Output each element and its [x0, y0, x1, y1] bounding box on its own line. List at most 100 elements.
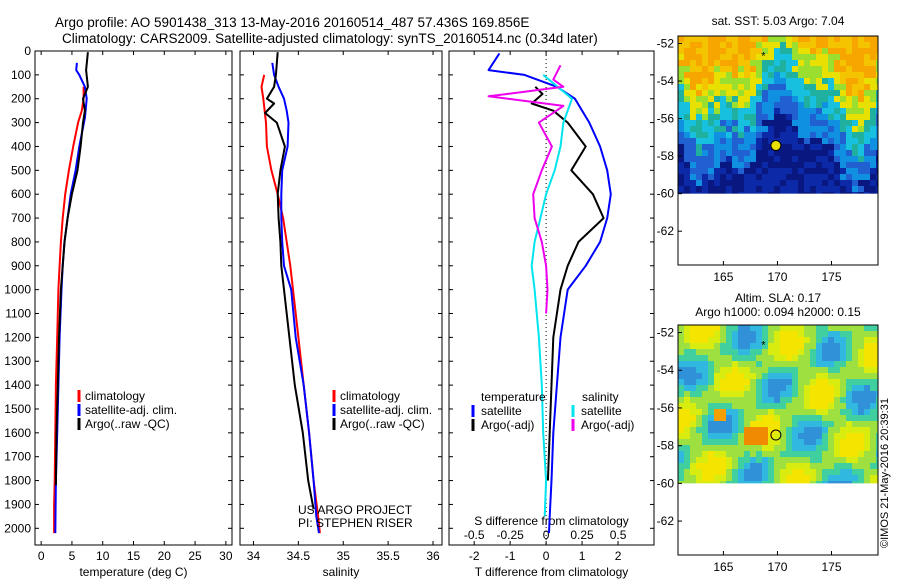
- sst-map-cell: [792, 96, 798, 102]
- sst-map-cell: [816, 102, 822, 108]
- sla-map-cell: [702, 337, 708, 343]
- sla-map-cell: [702, 397, 708, 403]
- sst-map-cell: [702, 72, 708, 78]
- sla-map-cell: [744, 355, 750, 361]
- sst-map-cell: [828, 84, 834, 90]
- sst-map-cell: [810, 48, 816, 54]
- sst-map-cell: [852, 90, 858, 96]
- sla-map-cell: [780, 415, 786, 421]
- sla-map-cell: [684, 403, 690, 409]
- sst-map-cell: [870, 174, 876, 180]
- sla-map-cell: [762, 451, 768, 457]
- sla-map-cell: [708, 385, 714, 391]
- sst-map-cell: [858, 66, 864, 72]
- sst-map-cell: [786, 162, 792, 168]
- sla-map-cell: [876, 373, 878, 379]
- sst-map-cell: [684, 66, 690, 72]
- sla-map-cell: [762, 403, 768, 409]
- sla-map-cell: [738, 427, 744, 433]
- sla-map-cell: [726, 463, 732, 469]
- sla-map-cell: [852, 481, 858, 484]
- sst-map-cell: [768, 54, 774, 60]
- sla-map-cell: [780, 343, 786, 349]
- sla-map-cell: [702, 469, 708, 475]
- sla-map-cell: [828, 475, 834, 481]
- sla-map-cell: [840, 337, 846, 343]
- sst-map-cell: [846, 42, 852, 48]
- sla-map-cell: [822, 421, 828, 427]
- sst-map-cell: [732, 156, 738, 162]
- sst-map-cell: [696, 192, 702, 194]
- sla-map-cell: [864, 367, 870, 373]
- sst-map-cell: [744, 120, 750, 126]
- sst-map-cell: [792, 84, 798, 90]
- sla-map-cell: [744, 367, 750, 373]
- salinity-xtick-label: 35: [337, 549, 351, 563]
- sst-map-cell: [822, 60, 828, 66]
- sla-map-ytick-label: -62: [657, 514, 675, 528]
- sst-map-cell: [744, 144, 750, 150]
- sst-map-cell: [690, 138, 696, 144]
- sla-map-cell: [870, 481, 876, 484]
- sst-map-cell: [696, 156, 702, 162]
- sla-map-cell: [822, 391, 828, 397]
- sst-map-cell: [804, 114, 810, 120]
- sst-map-cell: [816, 78, 822, 84]
- sst-map-cell: [738, 42, 744, 48]
- header-line-1: Argo profile: AO 5901438_313 13-May-2016…: [55, 15, 529, 30]
- sst-map-cell: [858, 42, 864, 48]
- sst-map-cell: [786, 60, 792, 66]
- sla-map-cell: [834, 451, 840, 457]
- sst-map-cell: [714, 132, 720, 138]
- sst-map-cell: [768, 168, 774, 174]
- sst-map-cell: [732, 78, 738, 84]
- sst-map-cell: [804, 36, 810, 42]
- sla-map-cell: [816, 475, 822, 481]
- sla-map-cell: [780, 331, 786, 337]
- sst-map-cell: [762, 72, 768, 78]
- sla-map-cell: [876, 475, 878, 481]
- sla-map-cell: [858, 409, 864, 415]
- sla-map-cell: [864, 469, 870, 475]
- sla-map-cell: [720, 451, 726, 457]
- sla-map-cell: [810, 421, 816, 427]
- sla-map-cell: [684, 367, 690, 373]
- sla-map-cell: [852, 427, 858, 433]
- sla-map-cell: [822, 451, 828, 457]
- sla-map-cell: [726, 469, 732, 475]
- sst-map-cell: [786, 126, 792, 132]
- sst-map-cell: [870, 192, 876, 194]
- sla-map-cell: [840, 403, 846, 409]
- sst-map-cell: [714, 120, 720, 126]
- sla-map-cell: [684, 439, 690, 445]
- sst-map-cell: [720, 162, 726, 168]
- sla-map-cell: [876, 355, 878, 361]
- sla-map-cell: [702, 379, 708, 385]
- sst-map-cell: [840, 42, 846, 48]
- sla-map-cell: [840, 481, 846, 484]
- sla-map-cell: [828, 391, 834, 397]
- sla-map-cell: [738, 475, 744, 481]
- sla-map-cell: [804, 343, 810, 349]
- sla-map-cell: [870, 433, 876, 439]
- sla-map-cell: [786, 355, 792, 361]
- sst-map-cell: [720, 60, 726, 66]
- sla-map-cell: [876, 379, 878, 385]
- sst-map-cell: [726, 102, 732, 108]
- sla-map-cell: [720, 469, 726, 475]
- sst-map-cell: [816, 48, 822, 54]
- sla-map-cell: [852, 475, 858, 481]
- sla-map-cell: [690, 451, 696, 457]
- sla-map-cell: [870, 361, 876, 367]
- sla-map-cell: [786, 367, 792, 373]
- sla-map-cell: [786, 361, 792, 367]
- sst-map-cell: [744, 84, 750, 90]
- sla-map-cell: [834, 355, 840, 361]
- difference-xtick-label: 0: [543, 549, 550, 563]
- difference-panel: -2 -1 0 1 2S difference from climatology-0.5…: [448, 50, 655, 579]
- sst-map-cell: [792, 42, 798, 48]
- sst-map-cell: [726, 72, 732, 78]
- sla-map-cell: [732, 439, 738, 445]
- sla-map-cell: [744, 427, 750, 433]
